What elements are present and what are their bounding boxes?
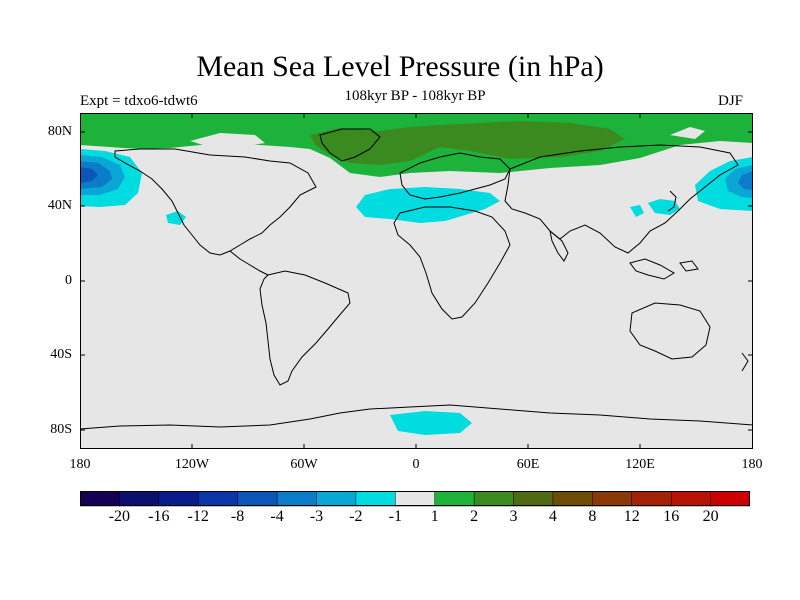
colorbar-label: 1 [430, 508, 439, 525]
colorbar-label: -3 [309, 508, 324, 525]
japan-low-2 [630, 205, 644, 217]
colorbar-label: -8 [230, 508, 245, 525]
colorbar-box [631, 491, 672, 507]
pacific-small-low [166, 211, 186, 225]
colorbar-label: 12 [623, 508, 640, 525]
x-tick-label-180w: 180 [69, 457, 91, 472]
x-tick-label-0: 0 [412, 457, 420, 472]
experiment-label: Expt = tdxo6-tdwt6 [80, 93, 198, 109]
colorbar-label: 3 [509, 508, 518, 525]
colorbar-label: -2 [349, 508, 363, 525]
x-tick-label-60w: 60W [290, 457, 318, 472]
coastlines [80, 128, 753, 430]
y-tick-label-40s: 40S [50, 347, 72, 362]
y-tick-label-80n: 80N [47, 124, 72, 139]
arctic-gap [190, 133, 265, 147]
japan-low [648, 199, 680, 215]
pressure-map [80, 113, 753, 449]
y-tick-label-0: 0 [65, 273, 72, 288]
mediterranean-low [356, 187, 500, 223]
colorbar-label: -16 [148, 508, 170, 525]
colorbar-box [592, 491, 633, 507]
colorbar-box [80, 491, 121, 507]
southern-ocean-low [390, 411, 472, 435]
colorbar-label: 4 [548, 508, 557, 525]
y-tick-label-80s: 80S [50, 422, 72, 437]
colorbar [80, 491, 750, 507]
colorbar-box [316, 491, 357, 507]
colorbar-boxes [80, 491, 750, 507]
siberia-strong-high [310, 121, 625, 165]
colorbar-label: 2 [470, 508, 479, 525]
colorbar-box [276, 491, 318, 507]
colorbar-label: -12 [187, 508, 209, 525]
x-tick-label-120w: 120W [174, 457, 210, 472]
colorbar-box [395, 491, 436, 507]
colorbar-label: -1 [388, 508, 402, 525]
colorbar-box [434, 491, 475, 507]
colorbar-box [355, 491, 397, 507]
colorbar-box [473, 491, 515, 507]
colorbar-frame [80, 491, 750, 506]
season-label: DJF [718, 93, 744, 109]
x-tick-label-180e: 180 [741, 457, 763, 472]
pacific-low-west-darkblue [80, 167, 98, 183]
colorbar-label: -20 [108, 508, 131, 525]
colorbar-box [670, 491, 712, 507]
colorbar-box [158, 491, 199, 507]
x-tick-label-120e: 120E [625, 457, 655, 472]
x-tick-label-60e: 60E [516, 457, 540, 472]
colorbar-box [552, 491, 594, 507]
colorbar-box [513, 491, 554, 507]
pacific-low-east-midblue [738, 171, 753, 190]
colorbar-box [710, 491, 750, 507]
colorbar-label: 20 [702, 508, 719, 525]
y-tick-label-40n: 40N [47, 198, 72, 213]
colorbar-label: 16 [663, 508, 680, 525]
chart-title: Mean Sea Level Pressure (in hPa) [196, 50, 604, 83]
colorbar-label: 8 [588, 508, 597, 525]
colorbar-label: -4 [270, 508, 284, 525]
chart-subtitle: 108kyr BP - 108kyr BP [344, 88, 486, 104]
arctic-gap-2 [670, 127, 705, 139]
colorbar-box [237, 491, 278, 507]
colorbar-box [119, 491, 160, 507]
colorbar-box [197, 491, 239, 507]
axis-ticks [80, 113, 753, 449]
